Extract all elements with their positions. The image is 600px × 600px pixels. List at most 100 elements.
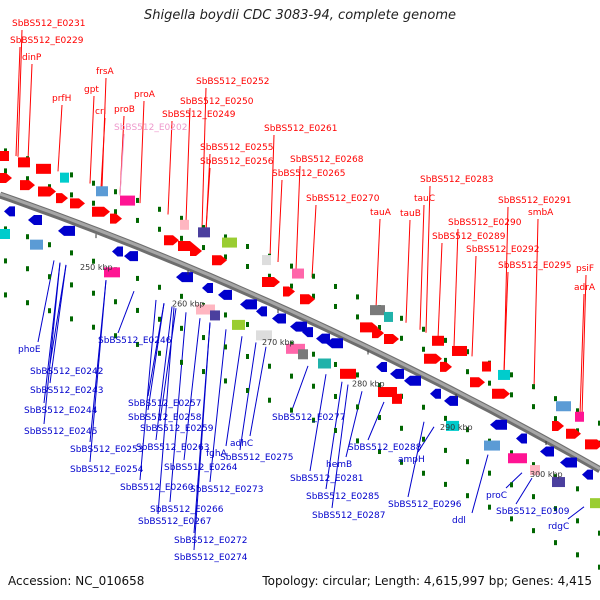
- forward-gene: [300, 294, 315, 305]
- track-tick: [334, 303, 337, 309]
- leader-line: [515, 477, 533, 505]
- track-tick: [26, 300, 29, 306]
- track-tick: [466, 459, 469, 465]
- reverse-gene: [272, 313, 286, 324]
- gene-label: SbBS512_E0243: [30, 386, 103, 396]
- forward-gene: [585, 439, 600, 450]
- leader-line: [15, 46, 21, 157]
- leader-line: [49, 264, 67, 384]
- reverse-gene: [290, 321, 307, 332]
- leader-line: [503, 271, 509, 374]
- reverse-gene: [516, 433, 527, 444]
- track-tick: [510, 392, 513, 398]
- gene-label: SbBS512_E0202: [114, 123, 187, 133]
- gene-box-lower: [318, 358, 331, 369]
- track-tick: [510, 482, 513, 488]
- gene-label: proA: [134, 90, 156, 100]
- track-tick: [378, 415, 381, 421]
- gene-label: SbBS512_E0295: [498, 261, 571, 271]
- leader-line: [417, 426, 435, 453]
- track-tick: [92, 200, 95, 206]
- forward-gene: [190, 245, 202, 256]
- track-tick: [158, 350, 161, 356]
- leader-line: [147, 303, 165, 411]
- track-tick: [510, 372, 513, 378]
- gene-label: SbBS512_E0258: [128, 413, 202, 423]
- leader-line: [57, 104, 63, 172]
- gene-label: SbBS512_E0263: [136, 443, 209, 453]
- track-tick: [4, 148, 7, 154]
- leader-line: [43, 262, 61, 425]
- gene-box-upper: [18, 157, 30, 168]
- gene-label: SbBS512_E0266: [150, 505, 224, 515]
- backbone: [0, 192, 600, 471]
- leader-line: [201, 87, 207, 229]
- scale-label: 300 kbp: [530, 470, 563, 479]
- track-tick: [400, 335, 403, 341]
- reverse-gene: [112, 246, 123, 257]
- track-tick: [48, 308, 51, 314]
- track-tick: [224, 254, 227, 260]
- forward-gene: [470, 377, 485, 388]
- track-tick: [400, 315, 403, 321]
- forward-gene: [283, 286, 295, 297]
- forward-gene: [384, 333, 399, 344]
- leader-line: [209, 329, 227, 483]
- gene-label: proC: [486, 491, 507, 501]
- gene-label: tauC: [414, 194, 435, 204]
- gene-label: SbBS512_E0287: [312, 511, 385, 521]
- gene-box-lower: [508, 453, 527, 464]
- gene-label: ampH: [398, 455, 425, 465]
- track-tick: [576, 518, 579, 524]
- leader-line: [159, 308, 177, 422]
- leader-line: [185, 107, 191, 223]
- track-tick: [312, 273, 315, 279]
- track-tick: [92, 324, 95, 330]
- track-tick: [268, 273, 271, 279]
- track-tick: [334, 283, 337, 289]
- gene-label: SbBS512_E0296: [388, 500, 462, 510]
- gene-box-upper: [292, 268, 304, 279]
- track-tick: [422, 404, 425, 410]
- leader-line: [167, 120, 173, 215]
- gene-label: psiF: [576, 264, 594, 274]
- leader-line: [579, 293, 585, 415]
- leader-line: [405, 219, 411, 323]
- track-tick: [312, 417, 315, 423]
- leader-line: [89, 280, 107, 463]
- gene-label: SbBS512_E0231: [12, 19, 85, 29]
- gene-label: SbBS512_E0265: [272, 169, 345, 179]
- gene-box-upper: [222, 237, 237, 248]
- gene-label: SbBS512_E0285: [306, 492, 379, 502]
- gene-box-lower: [340, 368, 356, 379]
- leader-line: [375, 218, 381, 309]
- gene-label: frsA: [96, 67, 115, 77]
- track-tick: [356, 404, 359, 410]
- gene-box-upper: [36, 163, 51, 174]
- gene-label: SbBS512_E0268: [290, 155, 364, 165]
- forward-gene: [20, 180, 35, 191]
- track-tick: [4, 226, 7, 232]
- leader-line: [419, 204, 425, 330]
- gene-box-upper: [384, 311, 393, 322]
- track-tick: [444, 481, 447, 487]
- forward-gene: [56, 193, 68, 204]
- track-tick: [356, 372, 359, 378]
- track-tick: [532, 404, 535, 410]
- gene-box-lower: [104, 267, 120, 278]
- gene-label: SbBS512_E0252: [196, 77, 269, 87]
- leader-line: [533, 218, 539, 390]
- gene-label: phoE: [18, 345, 41, 355]
- accession-text: Accession: NC_010658: [8, 574, 145, 588]
- gene-label: SbBS512_E0261: [264, 124, 337, 134]
- forward-gene: [552, 421, 564, 432]
- gene-label: SbBS512_E0253: [70, 445, 143, 455]
- reverse-gene: [4, 206, 15, 217]
- track-tick: [136, 197, 139, 203]
- track-tick: [312, 293, 315, 299]
- gene-box-lower: [0, 229, 10, 239]
- leader-line: [89, 95, 95, 184]
- track-tick: [246, 263, 249, 269]
- gene-box-upper: [198, 227, 210, 238]
- track-tick: [4, 292, 7, 298]
